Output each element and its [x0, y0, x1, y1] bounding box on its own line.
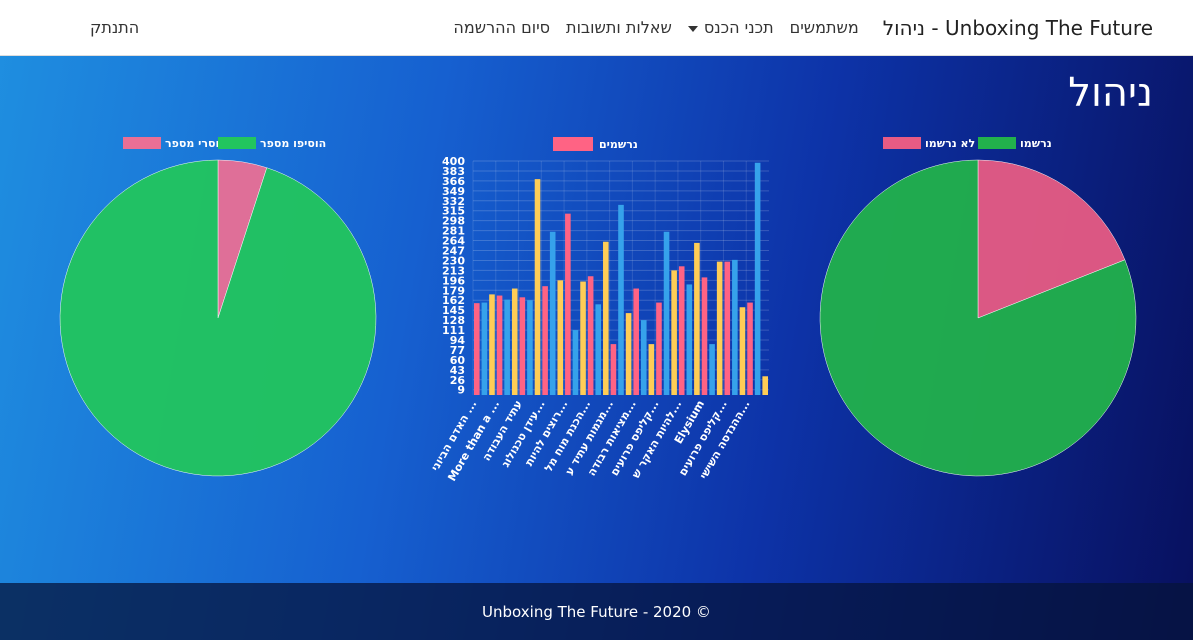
bar	[496, 295, 503, 395]
y-tick-label: 315	[442, 205, 465, 218]
bar	[656, 302, 662, 395]
bar	[739, 307, 746, 395]
bar	[527, 300, 533, 395]
bar	[633, 288, 639, 395]
bar	[504, 299, 510, 395]
y-tick-label: 196	[442, 274, 465, 287]
bar	[648, 344, 655, 395]
bar	[754, 162, 761, 395]
y-tick-label: 145	[442, 304, 465, 317]
pie-slice	[819, 159, 1137, 477]
brand[interactable]: Unboxing The Future - ניהול	[882, 15, 1153, 40]
bar	[572, 330, 579, 395]
bar	[481, 302, 488, 395]
legend-label: הוסיפו מספר	[260, 137, 326, 150]
bar	[473, 303, 480, 395]
bar	[603, 241, 609, 395]
legend-swatch	[218, 137, 256, 149]
y-tick-label: 128	[442, 314, 465, 327]
bar	[542, 286, 548, 395]
legend-label: לא נרשמו	[925, 137, 975, 150]
bar	[762, 376, 769, 395]
bar	[724, 261, 731, 395]
legend-swatch	[978, 137, 1016, 149]
y-tick-label: 230	[442, 254, 465, 267]
y-tick-label: 111	[442, 324, 465, 337]
nav-link: תכני הכנס	[703, 18, 774, 37]
y-tick-label: 264	[442, 235, 465, 248]
pie-slice	[977, 159, 1126, 319]
legend-swatch	[883, 137, 921, 149]
y-tick-label: 298	[442, 215, 465, 228]
bar	[489, 294, 495, 395]
bar	[747, 302, 753, 395]
y-tick-label: 94	[450, 334, 466, 347]
y-tick-label: 77	[450, 344, 465, 357]
y-tick-label: 213	[442, 264, 465, 277]
bar	[595, 304, 602, 395]
nav-link[interactable]: שאלות ותשובות	[566, 18, 672, 37]
y-tick-label: 383	[442, 165, 465, 178]
bar	[701, 277, 708, 395]
bar	[519, 297, 526, 395]
y-tick-label: 247	[442, 245, 465, 258]
bar	[557, 280, 564, 395]
charts: לא נרשמו נרשמו 926436077941111281451621791…	[59, 137, 1137, 477]
page-heading: ניהול	[1068, 70, 1153, 116]
bar	[640, 320, 647, 395]
y-tick-label: 43	[450, 364, 465, 377]
bar	[671, 270, 677, 395]
bar	[709, 344, 715, 395]
bar	[534, 179, 541, 395]
bar	[732, 259, 738, 395]
bar	[618, 204, 624, 395]
y-tick-label: 400	[442, 155, 465, 168]
y-tick-label: 9	[457, 384, 465, 397]
bar	[663, 231, 670, 395]
logout-link[interactable]: התנתק	[90, 18, 140, 37]
legend-label: נרשמו	[1020, 137, 1052, 150]
footer: Unboxing The Future - 2020 ©	[0, 583, 1193, 640]
bar	[678, 266, 685, 395]
legend-swatch	[553, 137, 593, 151]
y-tick-label: 26	[450, 374, 466, 387]
nav-link[interactable]: משתמשים	[789, 18, 859, 37]
bar	[716, 261, 723, 395]
caret	[687, 25, 698, 32]
y-tick-label: 281	[442, 225, 465, 238]
y-tick-label: 60	[450, 354, 466, 367]
bar	[511, 288, 518, 395]
y-tick-label: 162	[442, 294, 465, 307]
bar	[686, 284, 693, 395]
pie-slice	[59, 159, 377, 477]
legend-swatch	[123, 137, 161, 149]
bar	[610, 344, 617, 395]
bar	[694, 242, 700, 395]
y-tick-label: 366	[442, 175, 465, 188]
bar	[625, 313, 632, 395]
bar	[565, 213, 571, 395]
nav-dropdown[interactable]: תכני הכנס	[687, 18, 774, 37]
y-tick-label: 179	[442, 284, 465, 297]
nav-link[interactable]: סיום ההרשמה	[453, 18, 551, 37]
bar	[580, 281, 586, 395]
legend-label: חסרי מספר	[165, 137, 223, 150]
bar	[549, 231, 556, 395]
y-tick-label: 349	[442, 185, 465, 198]
bar	[587, 276, 594, 395]
legend-label: נרשמים	[599, 138, 638, 151]
navbar: Unboxing The Future - ניהול משתמשים תכני…	[0, 0, 1193, 56]
y-tick-label: 332	[442, 195, 465, 208]
